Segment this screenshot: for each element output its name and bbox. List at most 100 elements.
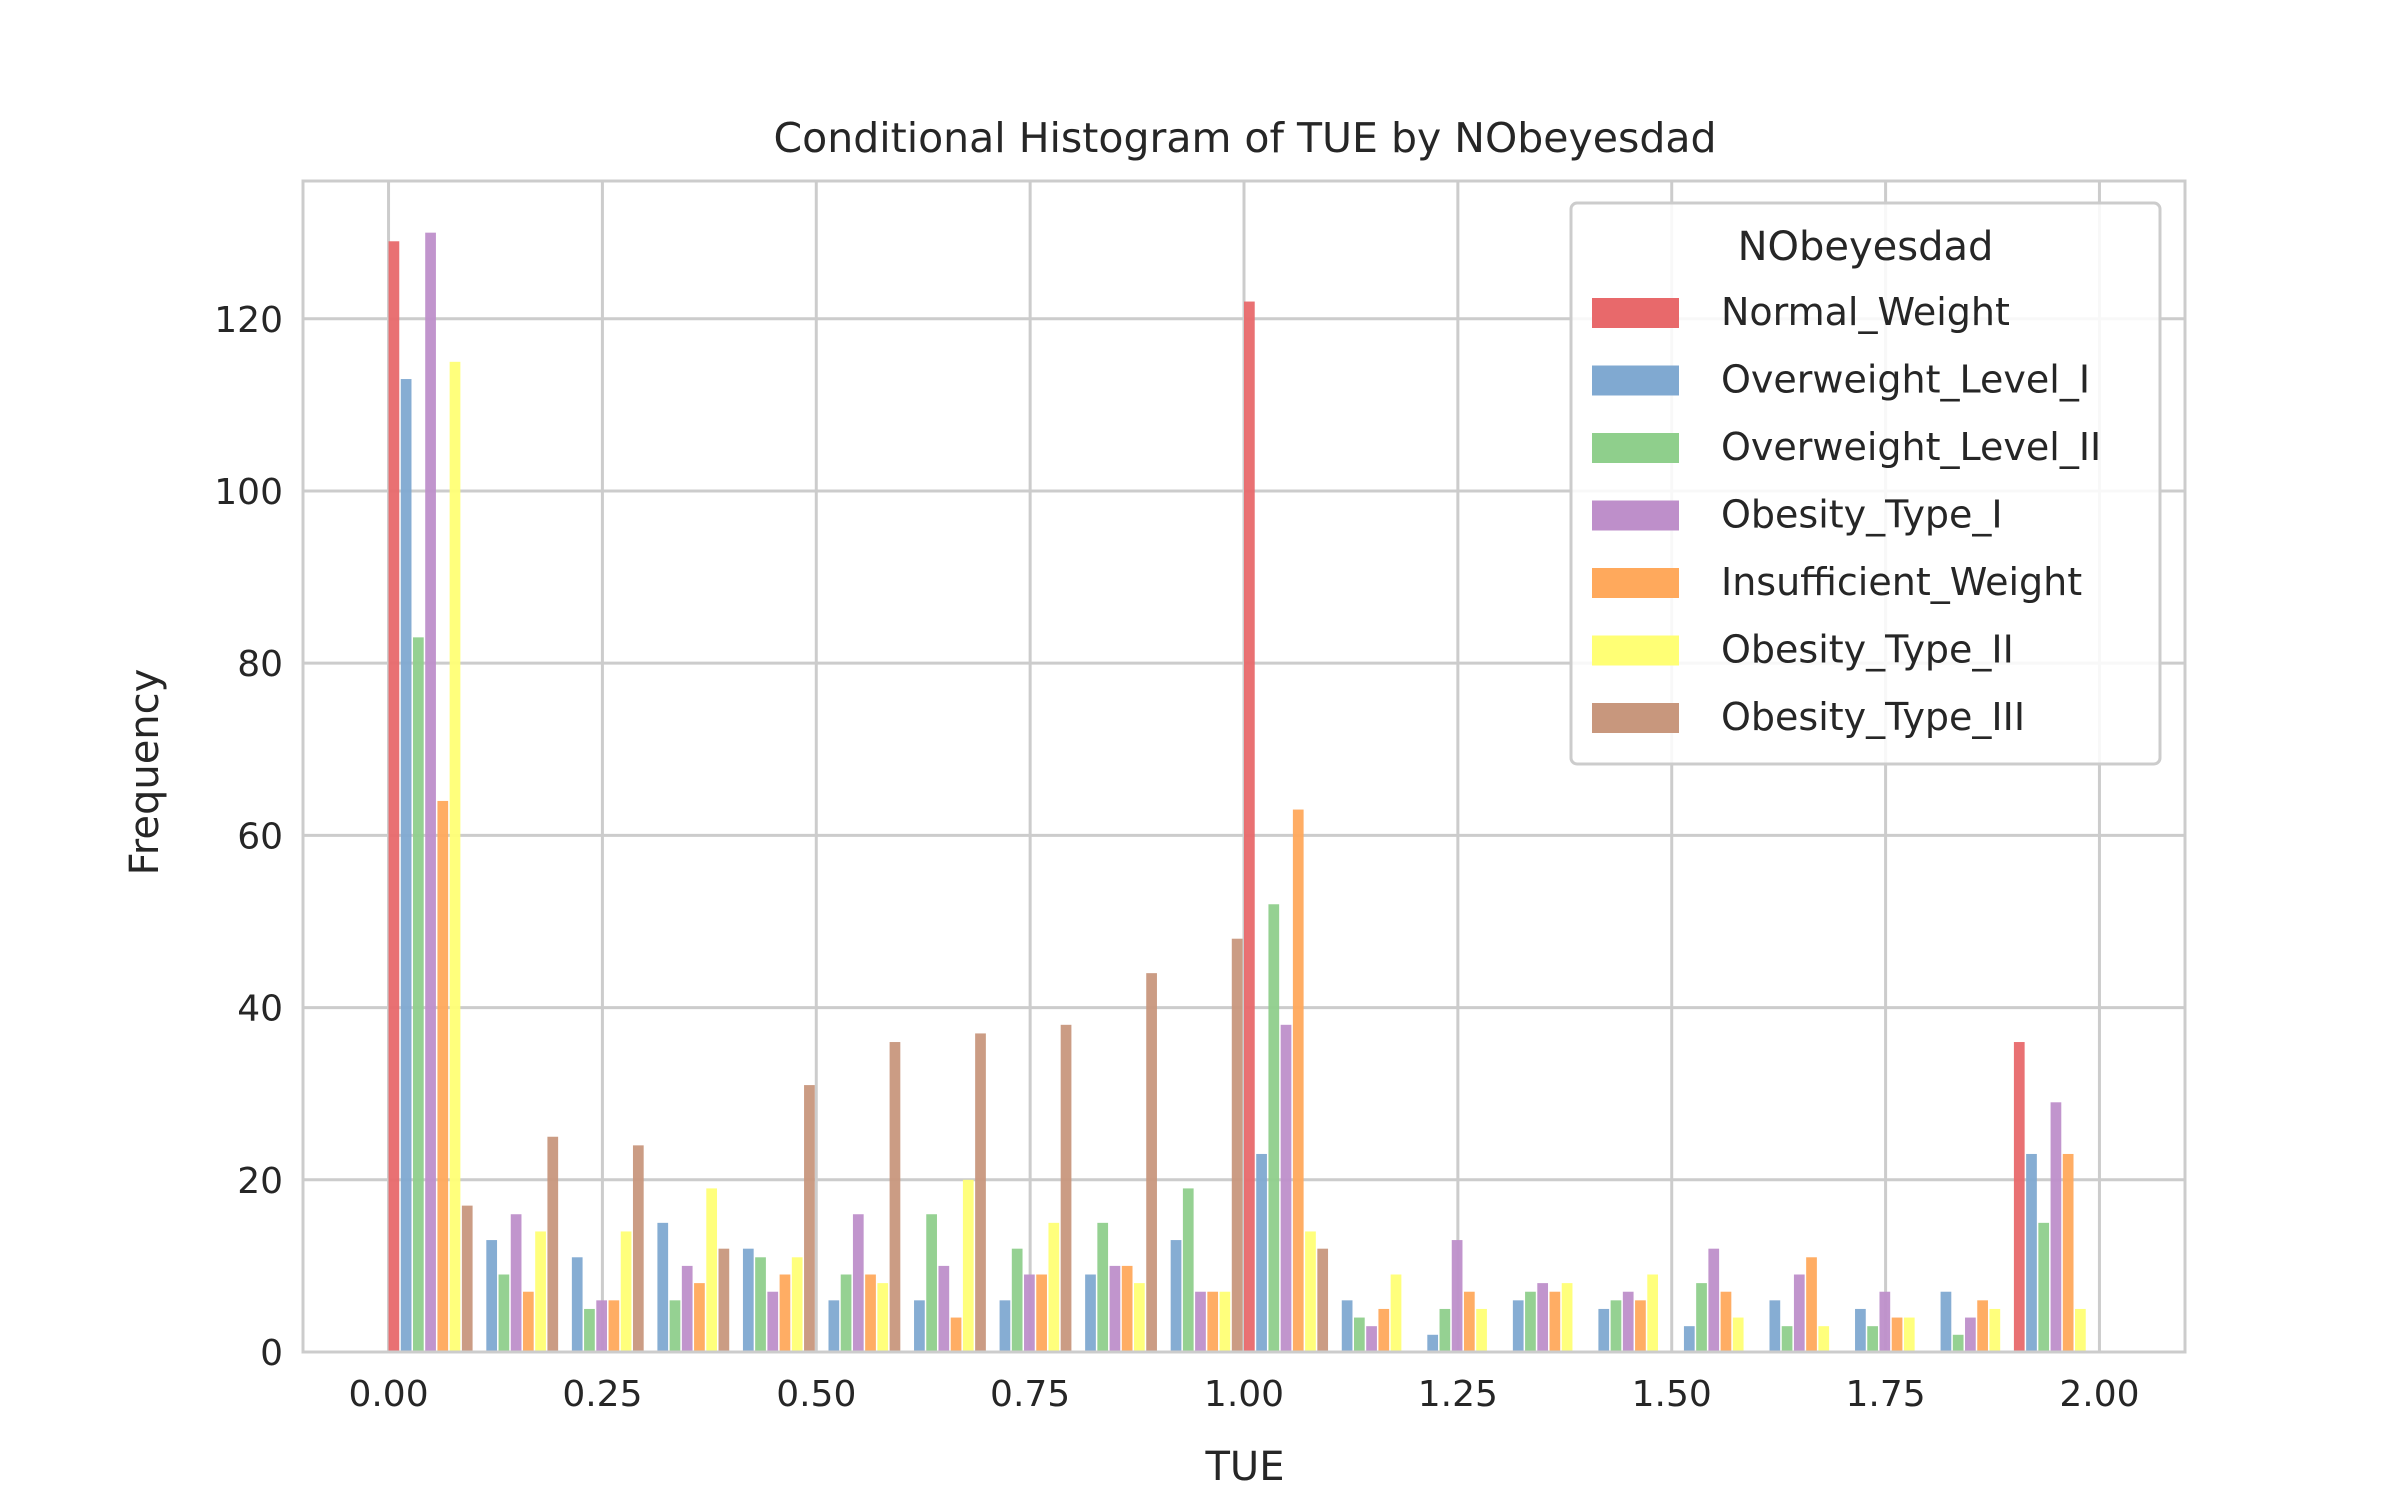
histogram-bar: Obesity_Type_III: 24 (632, 1145, 644, 1352)
histogram-bar: Insufficient_Weight: 11 (1806, 1257, 1817, 1352)
legend-swatch (1592, 433, 1679, 463)
histogram-bar: Obesity_Type_II: 15 (1048, 1222, 1060, 1352)
x-tick-label: 0.75 (990, 1374, 1070, 1415)
histogram-bar: Obesity_Type_I: 10 (938, 1265, 950, 1352)
histogram-bar: Overweight_Level_II: 5 (1439, 1308, 1451, 1352)
histogram-bar: Normal_Weight: 36 (2013, 1042, 2025, 1352)
histogram-bar: Obesity_Type_I: 9 (1024, 1274, 1035, 1352)
legend-label: Normal_Weight (1721, 290, 2010, 334)
histogram-bar: Obesity_Type_II: 5 (1476, 1308, 1487, 1352)
histogram-bar: Insufficient_Weight: 9 (865, 1274, 876, 1352)
histogram-bar: Obesity_Type_I: 12 (1708, 1248, 1720, 1352)
histogram-bar: Insufficient_Weight: 6 (1635, 1300, 1646, 1352)
histogram-bar: Overweight_Level_I: 2 (1427, 1334, 1439, 1352)
x-tick-label: 0.25 (562, 1374, 642, 1415)
histogram-bar: Overweight_Level_I: 7 (1940, 1291, 1952, 1352)
histogram-bar: Insufficient_Weight: 7 (1207, 1291, 1219, 1352)
legend-label: Obesity_Type_III (1721, 695, 2025, 739)
histogram-bar: Overweight_Level_I: 11 (571, 1257, 583, 1352)
histogram-bar: Overweight_Level_II: 8 (1696, 1283, 1707, 1352)
x-tick-label: 1.50 (1632, 1374, 1712, 1415)
histogram-bar: Insufficient_Weight: 7 (1720, 1291, 1732, 1352)
histogram-bar: Insufficient_Weight: 4 (1891, 1317, 1903, 1352)
histogram-bar: Obesity_Type_III: 31 (804, 1085, 815, 1352)
x-tick-label: 0.50 (776, 1374, 856, 1415)
legend-swatch (1592, 635, 1679, 666)
histogram-bar: Overweight_Level_I: 6 (1512, 1300, 1524, 1352)
x-tick-label: 1.75 (1846, 1374, 1926, 1415)
histogram-bar: Obesity_Type_II: 14 (1305, 1231, 1316, 1352)
histogram-bar: Obesity_Type_II: 19 (706, 1188, 718, 1352)
chart-title: Conditional Histogram of TUE by NObeyesd… (774, 114, 1717, 162)
histogram-bar: Overweight_Level_I: 6 (914, 1300, 925, 1352)
histogram-bar: Overweight_Level_II: 9 (840, 1274, 852, 1352)
y-tick-label: 0 (260, 1333, 283, 1374)
histogram-bar: Insufficient_Weight: 4 (950, 1317, 962, 1352)
plot-frame (301, 179, 2187, 1354)
histogram-bar: Obesity_Type_III: 36 (889, 1042, 901, 1352)
histogram-bar: Overweight_Level_I: 23 (1256, 1153, 1267, 1352)
x-axis-title: TUE (1205, 1444, 1285, 1490)
histogram-bar: Obesity_Type_II: 7 (1219, 1291, 1231, 1352)
histogram-bar: Overweight_Level_II: 16 (926, 1214, 937, 1352)
legend-label: Overweight_Level_II (1721, 425, 2101, 469)
histogram-bar: Obesity_Type_I: 16 (852, 1214, 864, 1352)
histogram-bar: Obesity_Type_II: 8 (1561, 1283, 1573, 1352)
histogram-bar: Obesity_Type_I: 13 (1451, 1240, 1463, 1352)
histogram-bar: Obesity_Type_III: 38 (1060, 1024, 1072, 1352)
y-tick-label: 40 (237, 989, 283, 1030)
histogram-bar: Overweight_Level_I: 6 (999, 1300, 1011, 1352)
histogram-bar: Obesity_Type_II: 9 (1390, 1274, 1402, 1352)
histogram-bar: Overweight_Level_I: 3 (1683, 1326, 1695, 1352)
histogram-bar: Insufficient_Weight: 64 (437, 800, 449, 1352)
legend-items: Normal_Weight Overweight_Level_I Overweigh… (1592, 290, 2101, 739)
histogram-bar: Insufficient_Weight: 6 (1977, 1300, 1988, 1352)
histogram-bar: Insufficient_Weight: 5 (1378, 1308, 1390, 1352)
histogram-bar: Obesity_Type_III: 25 (547, 1136, 559, 1352)
histogram-bar: Obesity_Type_II: 5 (1989, 1308, 2001, 1352)
legend-title: NObeyesdad (1738, 224, 1994, 270)
histogram-bar: Obesity_Type_III: 44 (1146, 973, 1157, 1352)
x-tick-label: 1.00 (1204, 1374, 1284, 1415)
histogram-bar: Overweight_Level_II: 15 (1097, 1222, 1109, 1352)
legend-swatch (1592, 298, 1679, 328)
histogram-bar: Overweight_Level_I: 5 (1598, 1308, 1610, 1352)
histogram-bar: Obesity_Type_II: 11 (791, 1257, 803, 1352)
histogram-bar: Obesity_Type_I: 10 (1109, 1265, 1121, 1352)
legend-label: Insufficient_Weight (1721, 560, 2082, 604)
histogram-bar: Obesity_Type_II: 4 (1903, 1317, 1915, 1352)
histogram-bar: Obesity_Type_III: 12 (718, 1248, 730, 1352)
histogram-bar: Insufficient_Weight: 23 (2062, 1153, 2074, 1352)
histogram-bar: Overweight_Level_II: 3 (1867, 1326, 1878, 1352)
histogram-bar: Obesity_Type_II: 14 (620, 1231, 632, 1352)
histogram-bar: Obesity_Type_I: 7 (1622, 1291, 1634, 1352)
histogram-bar: Overweight_Level_II: 19 (1182, 1188, 1194, 1352)
histogram-bar: Obesity_Type_II: 3 (1818, 1326, 1830, 1352)
y-tick-label: 60 (237, 816, 283, 857)
histogram-bar: Overweight_Level_I: 13 (486, 1240, 498, 1352)
histogram-bar: Obesity_Type_I: 7 (767, 1291, 779, 1352)
histogram-bar: Obesity_Type_I: 130 (425, 232, 436, 1353)
histogram-bar: Overweight_Level_I: 113 (400, 379, 412, 1353)
histogram-bar: Obesity_Type_I: 4 (1965, 1317, 1976, 1352)
histogram-bar: Insufficient_Weight: 10 (1121, 1265, 1133, 1352)
y-tick-label: 80 (237, 644, 283, 685)
histogram-bar: Obesity_Type_II: 14 (535, 1231, 546, 1352)
histogram-bar: Normal_Weight: 122 (1244, 301, 1255, 1352)
legend-swatch (1592, 365, 1679, 396)
legend: NObeyesdad Normal_Weight Overweight_Level… (1569, 201, 2162, 766)
histogram-bar: Overweight_Level_I: 6 (1769, 1300, 1781, 1352)
histogram-bar: Obesity_Type_II: 8 (877, 1283, 889, 1352)
histogram-bar: Obesity_Type_I: 29 (2050, 1102, 2062, 1352)
histogram-bar: Obesity_Type_II: 4 (1732, 1317, 1744, 1352)
histogram-bar: Obesity_Type_I: 6 (596, 1300, 608, 1352)
histogram-bar: Overweight_Level_II: 6 (1610, 1300, 1622, 1352)
y-tick-label: 100 (214, 472, 283, 513)
histogram-bar: Insufficient_Weight: 6 (608, 1300, 620, 1352)
y-axis-ticks: 0 20 40 60 80 100 120 (214, 300, 283, 1374)
histogram-bar: Overweight_Level_II: 6 (669, 1300, 681, 1352)
histogram-bar: Normal_Weight: 129 (388, 241, 400, 1352)
x-tick-label: 0.00 (348, 1374, 428, 1415)
legend-swatch (1592, 568, 1679, 598)
